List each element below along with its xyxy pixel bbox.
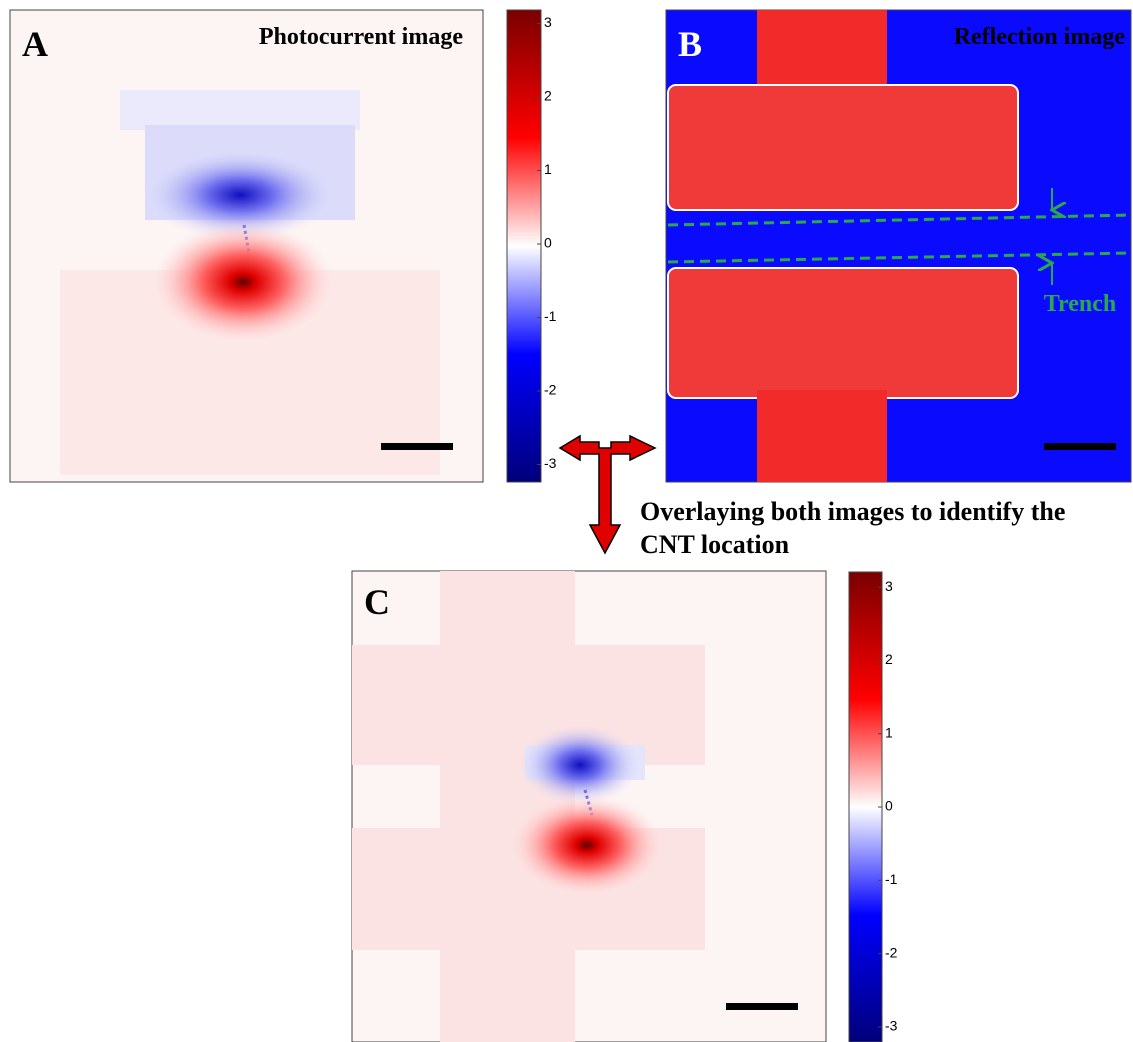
colorbar-tick-label: 0 [885, 798, 893, 814]
arrows [558, 434, 657, 555]
colorbar-tick-label: 1 [885, 724, 893, 740]
reflection-image [665, 9, 1132, 483]
neg-region [120, 90, 360, 130]
colorbar-tick-label: -3 [885, 1018, 898, 1034]
trench-edge [667, 251, 1132, 264]
double-arrow [558, 434, 657, 555]
electrode [667, 267, 1019, 399]
colorbar [506, 9, 542, 483]
colorbar-tick-label: 1 [544, 161, 552, 177]
electrode [667, 84, 1019, 211]
caption: Overlaying both images to identify the [640, 497, 1065, 526]
neg-blob [520, 725, 640, 805]
electrode [757, 390, 887, 482]
panel-title: Photocurrent image [259, 24, 464, 50]
colorbar-tick-label: 2 [544, 88, 552, 104]
panel-label: B [678, 24, 702, 64]
pos-blob [512, 795, 662, 895]
annotation: Trench [1044, 291, 1116, 317]
panel-b: Trench B Reflection image [665, 9, 1132, 483]
colorbar-tick-label: 0 [544, 235, 552, 251]
panel-c: C [351, 570, 883, 1042]
colorbar-tick-label: 2 [885, 651, 893, 667]
colorbar-tick-label: -3 [544, 455, 557, 471]
colorbar-tick-label: -2 [544, 382, 557, 398]
colorbar [848, 571, 883, 1042]
colorbar-tick-label: 3 [544, 14, 552, 30]
panel-label: A [22, 24, 48, 64]
scale-bar [726, 1003, 798, 1010]
colorbar-tick-label: 3 [885, 578, 893, 594]
neg-blob [145, 150, 335, 240]
scale-bar [1044, 443, 1116, 450]
scale-bar [381, 443, 453, 450]
colorbar-tick-label: -1 [544, 308, 557, 324]
colorbar-tick-label: -2 [885, 944, 898, 960]
colorbar-tick-label: -1 [885, 871, 898, 887]
caption: CNT location [640, 530, 790, 559]
panel-title: Reflection image [954, 24, 1126, 50]
panel-a: A Photocurrent image [9, 9, 542, 483]
pos-blob [153, 222, 333, 342]
panel-label: C [364, 582, 390, 622]
